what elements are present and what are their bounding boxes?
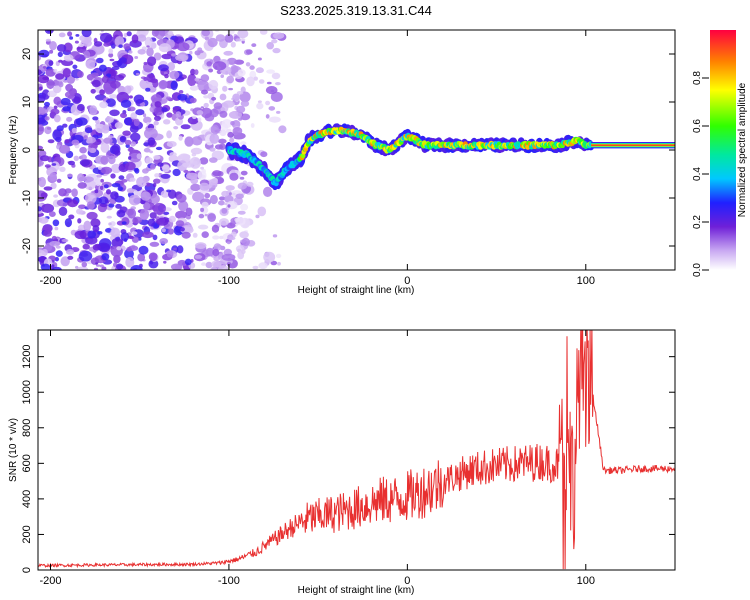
colorbar-tick-label: 0.6	[692, 119, 703, 133]
colorbar: 0.0 0.2 0.4 0.6 0.8 Normalized spectral ampl…	[692, 30, 748, 277]
colorbar-tick-label: 0.2	[692, 215, 703, 229]
spectrogram-y-label: Frequency (Hz)	[8, 116, 19, 185]
spectrogram-xtick-label: -100	[218, 275, 240, 287]
noise-speckle	[38, 30, 287, 270]
spectrogram-xtick-label: 0	[404, 275, 410, 287]
snr-ytick-label: 200	[21, 525, 33, 543]
snr-ytick-label: 1200	[21, 344, 33, 368]
spectrogram-xtick-label: 100	[577, 275, 595, 287]
colorbar-gradient	[710, 30, 736, 270]
chart-title: S233.2025.319.13.31.C44	[280, 3, 432, 18]
spectrogram-ytick-label: 10	[21, 96, 33, 108]
colorbar-tick-label: 0.4	[692, 167, 703, 181]
spectrogram-marks	[38, 30, 675, 270]
spectrogram-ytick-label: 0	[21, 147, 33, 153]
snr-ytick-label: 400	[21, 490, 33, 508]
snr-series-line	[38, 330, 675, 570]
spectrogram-ytick-label: -10	[21, 190, 33, 206]
spectrogram-x-label: Height of straight line (km)	[298, 285, 415, 296]
snr-frame	[37, 329, 676, 571]
colorbar-label: Normalized spectral amplitude	[737, 82, 748, 217]
snr-marks	[38, 330, 675, 570]
snr-x-label: Height of straight line (km)	[298, 585, 415, 596]
colorbar-tick-label: 0.8	[692, 71, 703, 85]
spectrogram-xtick-label: -200	[39, 275, 61, 287]
snr-xtick-label: -100	[218, 575, 240, 587]
snr-ytick-label: 600	[21, 454, 33, 472]
snr-ytick-label: 1000	[21, 380, 33, 404]
snr-ytick-label: 0	[21, 567, 33, 573]
signal-ridge	[225, 123, 675, 191]
snr-ytick-label: 800	[21, 419, 33, 437]
colorbar-ticks: 0.0 0.2 0.4 0.6 0.8	[692, 71, 709, 277]
snr-xtick-label: 100	[577, 575, 595, 587]
colorbar-tick-label: 0.0	[692, 263, 703, 277]
spectrogram-ytick-label: -20	[21, 238, 33, 254]
snr-xtick-label: -200	[39, 575, 61, 587]
spectrogram-ytick-label: 20	[21, 48, 33, 60]
snr-y-label: SNR (10 * v/v)	[8, 418, 19, 482]
snr-xtick-label: 0	[404, 575, 410, 587]
